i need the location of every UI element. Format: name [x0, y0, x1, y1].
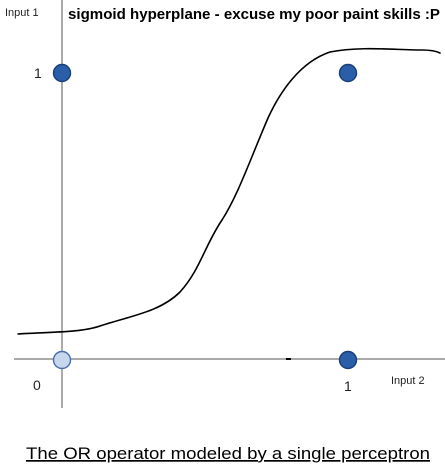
point-0-1: [52, 63, 72, 83]
origin-tick: 0: [33, 377, 41, 393]
diagram-caption: The OR operator modeled by a single perc…: [26, 444, 430, 463]
point-0-0: [52, 350, 72, 370]
diagram-title: sigmoid hyperplane - excuse my poor pain…: [68, 6, 440, 23]
sigmoid-curve: [17, 47, 441, 335]
y-tick-1: 1: [34, 65, 42, 81]
y-axis-label: Input 1: [5, 7, 39, 19]
x-tick-1: 1: [344, 378, 352, 394]
point-1-1: [338, 63, 358, 83]
point-1-0: [338, 350, 358, 370]
x-axis-label: Input 2: [391, 375, 425, 387]
